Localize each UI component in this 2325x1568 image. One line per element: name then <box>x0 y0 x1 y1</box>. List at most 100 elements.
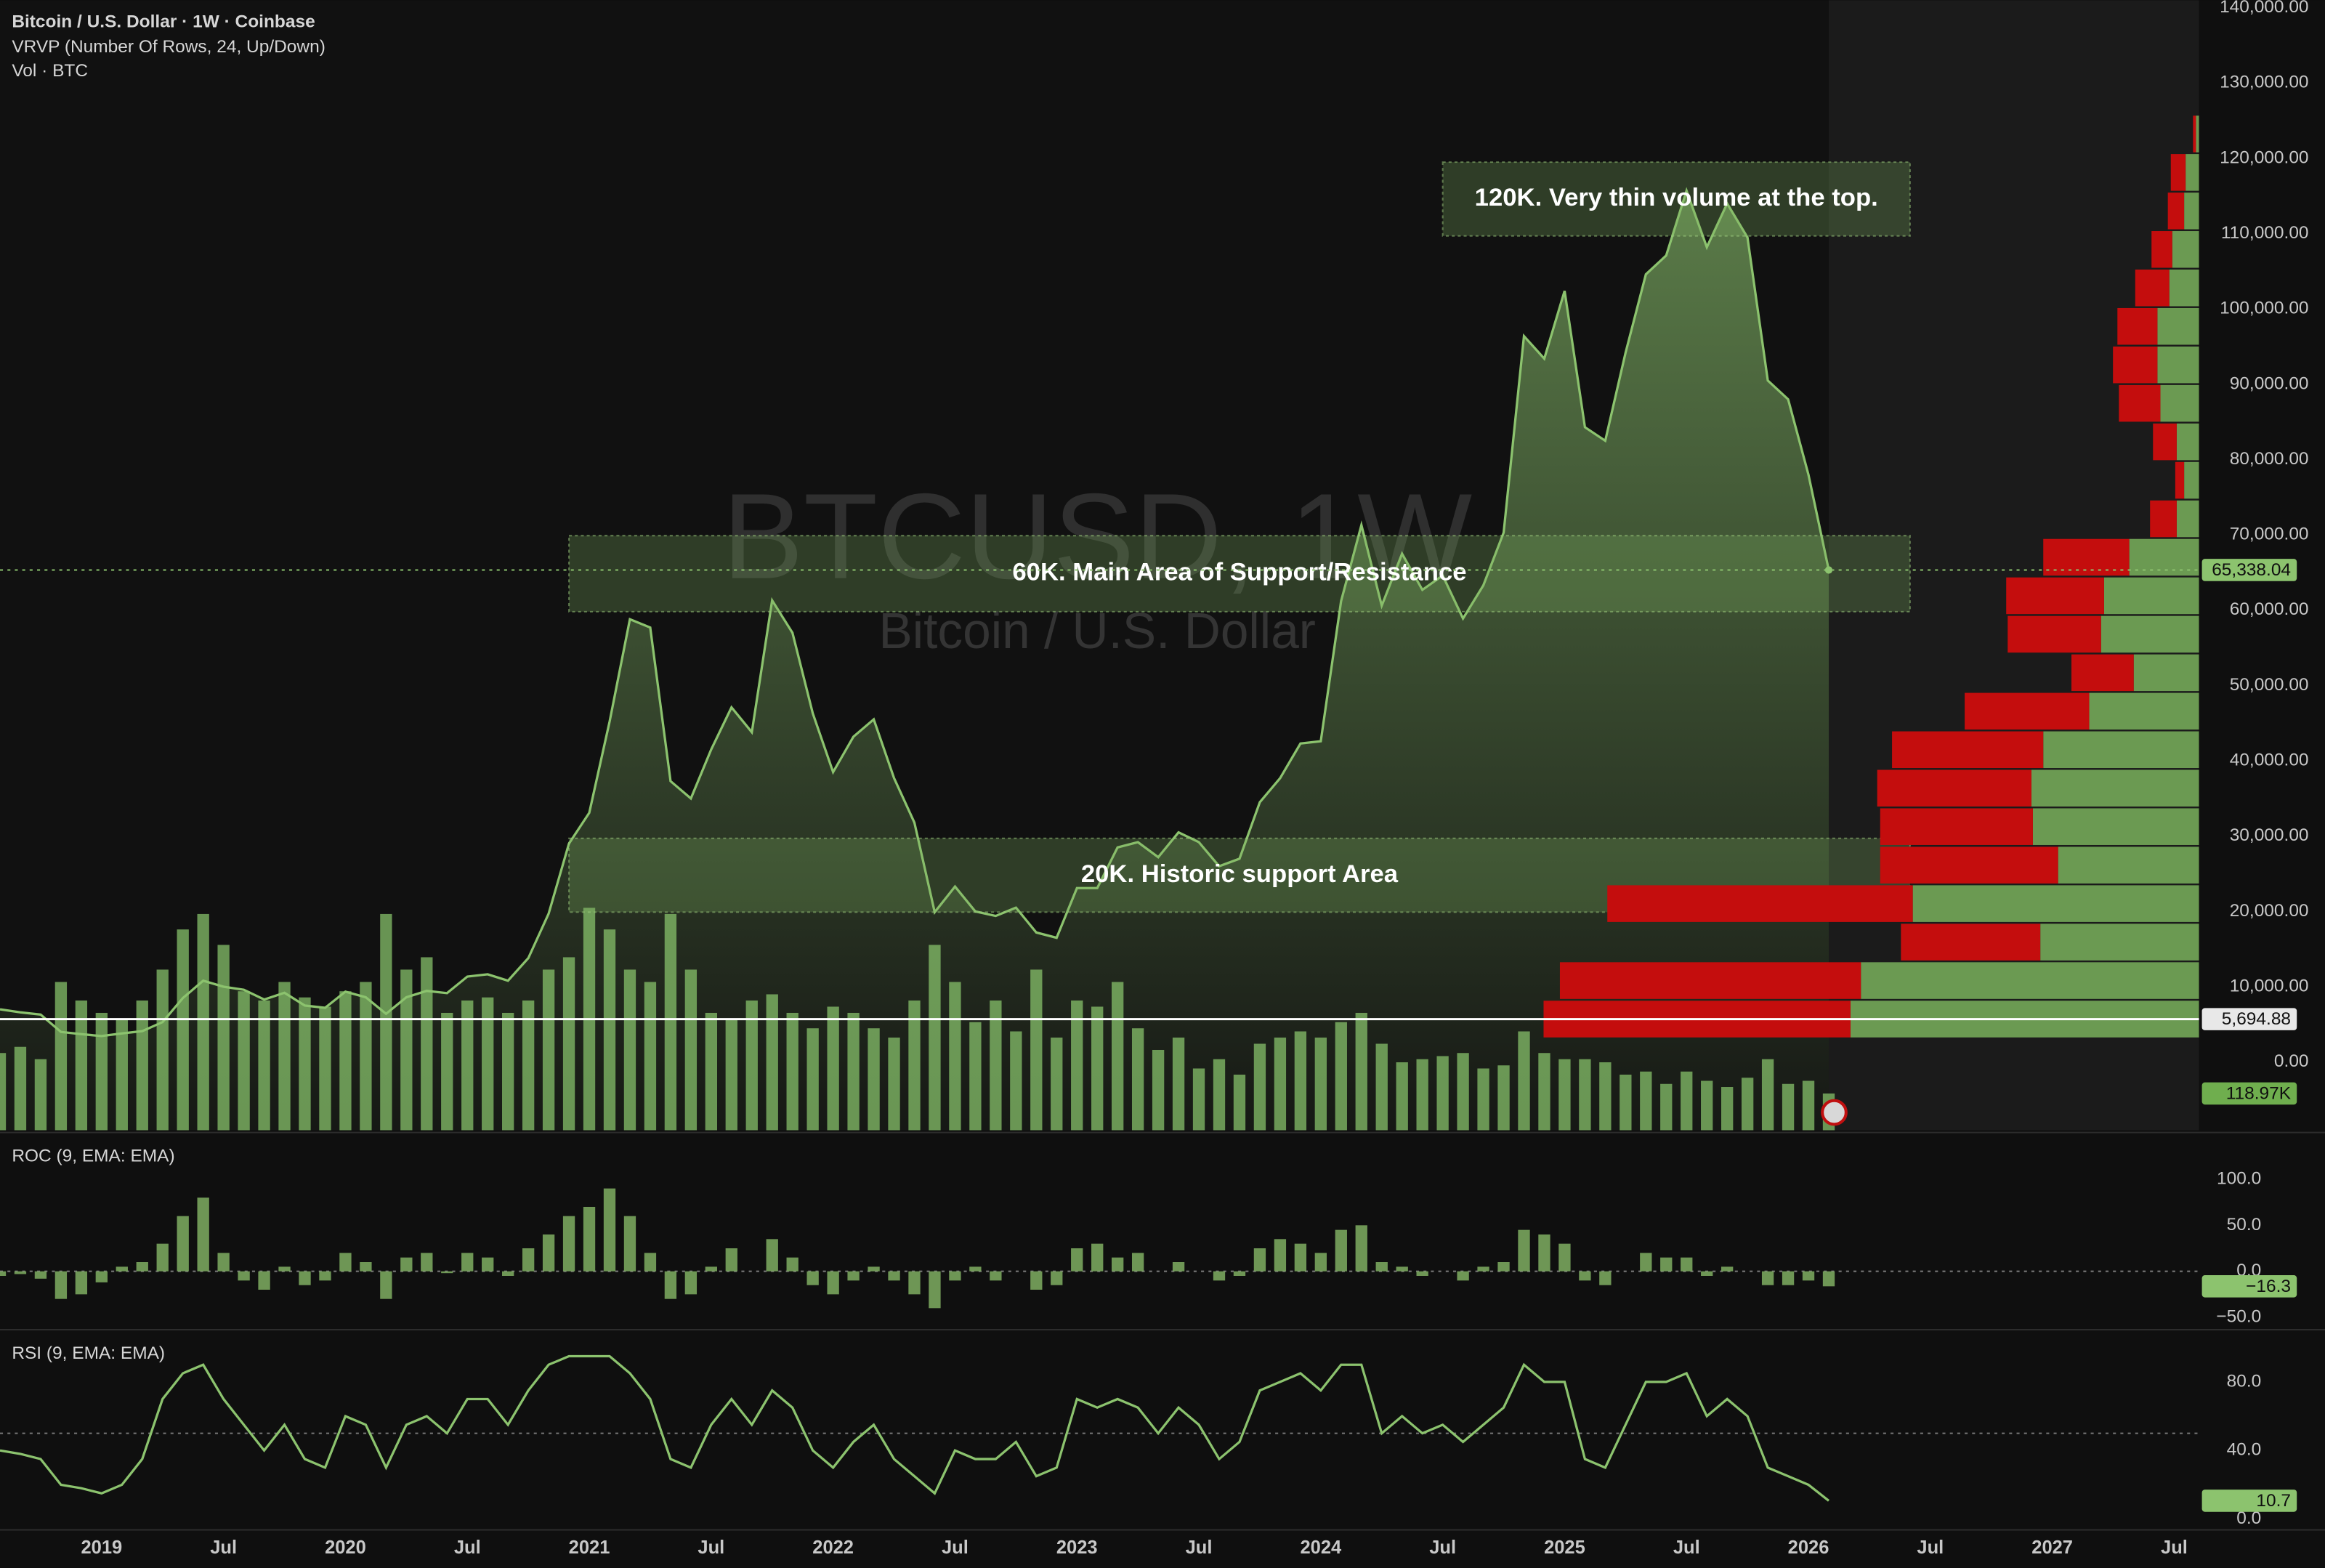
y-tick-label: 80,000.00 <box>2230 449 2309 469</box>
roc-bar <box>461 1253 474 1272</box>
profile-down <box>1877 769 2031 807</box>
roc-bar <box>54 1271 68 1299</box>
price-area <box>0 190 1829 1131</box>
profile-down <box>2071 654 2134 692</box>
roc-bar <box>1213 1271 1226 1281</box>
roc-bar <box>827 1271 839 1295</box>
roc-bar <box>421 1253 433 1272</box>
roc-bar <box>684 1271 698 1295</box>
profile-up <box>2176 423 2199 461</box>
roc-bar <box>1294 1243 1307 1272</box>
roc-bar <box>1721 1266 1734 1272</box>
x-tick-label: 2024 <box>1300 1537 1342 1558</box>
profile-down <box>2119 384 2161 422</box>
roc-bar <box>156 1243 169 1272</box>
profile-up <box>2040 924 2199 961</box>
roc-bar <box>1233 1271 1246 1277</box>
roc-bar <box>1761 1271 1774 1285</box>
roc-bar <box>339 1253 352 1272</box>
event-icon <box>1821 1099 1848 1126</box>
roc-bar <box>644 1253 657 1272</box>
roc-bar <box>908 1271 921 1295</box>
roc-bar <box>1701 1271 1713 1277</box>
roc-bar <box>441 1271 453 1274</box>
x-tick-label: Jul <box>1917 1537 1944 1558</box>
roc-bar <box>847 1271 860 1281</box>
profile-up <box>2169 269 2199 307</box>
profile-up <box>2103 577 2199 615</box>
x-tick-label: Jul <box>210 1537 237 1558</box>
roc-bar <box>583 1206 596 1272</box>
roc-bar <box>1131 1253 1144 1272</box>
profile-down <box>2117 307 2158 345</box>
roc-bar <box>258 1271 270 1290</box>
volume-label: 118.97K <box>2226 1083 2292 1103</box>
profile-up <box>2031 769 2199 807</box>
last-price-dot <box>1824 566 1833 574</box>
profile-up <box>2172 231 2199 268</box>
y-tick-label: 100,000.00 <box>2220 299 2308 318</box>
x-tick-label: 2026 <box>1788 1537 1829 1558</box>
profile-down <box>2170 154 2186 191</box>
roc-bar <box>1681 1257 1693 1272</box>
roc-bar <box>482 1257 494 1272</box>
profile-up <box>2157 307 2199 345</box>
zone-box <box>1442 161 1911 237</box>
roc-bar <box>1640 1253 1652 1272</box>
roc-bar <box>34 1271 47 1279</box>
indicator-label: VRVP (Number Of Rows, 24, Up/Down) <box>12 37 326 57</box>
roc-bar <box>1416 1271 1428 1277</box>
last-price-label-bg <box>2201 559 2297 581</box>
y-tick-label: 130,000.00 <box>2220 73 2308 92</box>
roc-bar <box>319 1271 331 1281</box>
profile-down <box>2006 577 2104 615</box>
pane-title: RSI (9, EMA: EMA) <box>12 1343 165 1363</box>
roc-bar <box>177 1216 189 1272</box>
y-tick-label: 20,000.00 <box>2230 901 2309 921</box>
profile-up <box>2184 461 2199 499</box>
profile-up <box>2043 731 2199 769</box>
roc-bar <box>278 1266 291 1272</box>
profile-up <box>2100 615 2199 653</box>
x-tick-label: 2021 <box>569 1537 610 1558</box>
roc-bar <box>990 1271 1002 1281</box>
profile-up <box>2058 846 2199 884</box>
roc-bar <box>238 1271 250 1281</box>
y-tick-label: 50.0 <box>2227 1215 2262 1234</box>
x-tick-label: Jul <box>2161 1537 2188 1558</box>
profile-up <box>2176 500 2199 538</box>
roc-bar <box>705 1266 717 1272</box>
roc-bar <box>1375 1261 1388 1272</box>
roc-bar <box>1253 1248 1266 1272</box>
y-tick-label: 140,000.00 <box>2220 0 2308 17</box>
y-tick-label: 90,000.00 <box>2230 373 2309 393</box>
roc-bar <box>75 1271 88 1295</box>
roc-bar <box>1538 1234 1550 1272</box>
roc-bar <box>1822 1271 1835 1287</box>
profile-up <box>2196 116 2199 153</box>
roc-bar <box>1112 1257 1124 1272</box>
profile-down <box>1559 962 1861 999</box>
profile-down <box>1607 885 1913 922</box>
roc-bar <box>380 1271 392 1299</box>
roc-bar <box>1802 1271 1815 1281</box>
roc-bar <box>1314 1253 1327 1272</box>
x-tick-label: 2025 <box>1544 1537 1585 1558</box>
last-value-label-bg <box>2201 1490 2297 1512</box>
hline-label: 5,694.88 <box>2222 1009 2291 1029</box>
volume-label-bg <box>2201 1082 2297 1105</box>
roc-bar <box>1355 1225 1367 1272</box>
y-tick-label: 50,000.00 <box>2230 675 2309 695</box>
profile-up <box>2184 193 2199 230</box>
y-tick-label: 70,000.00 <box>2230 525 2309 544</box>
y-tick-label: 30,000.00 <box>2230 825 2309 845</box>
hline-label-bg <box>2201 1008 2297 1030</box>
roc-bar <box>623 1216 636 1272</box>
y-tick-label: 60,000.00 <box>2230 599 2309 619</box>
roc-bar <box>1782 1271 1795 1285</box>
pane-title: ROC (9, EMA: EMA) <box>12 1147 174 1166</box>
profile-up <box>2133 654 2199 692</box>
price-line <box>0 187 1830 1038</box>
